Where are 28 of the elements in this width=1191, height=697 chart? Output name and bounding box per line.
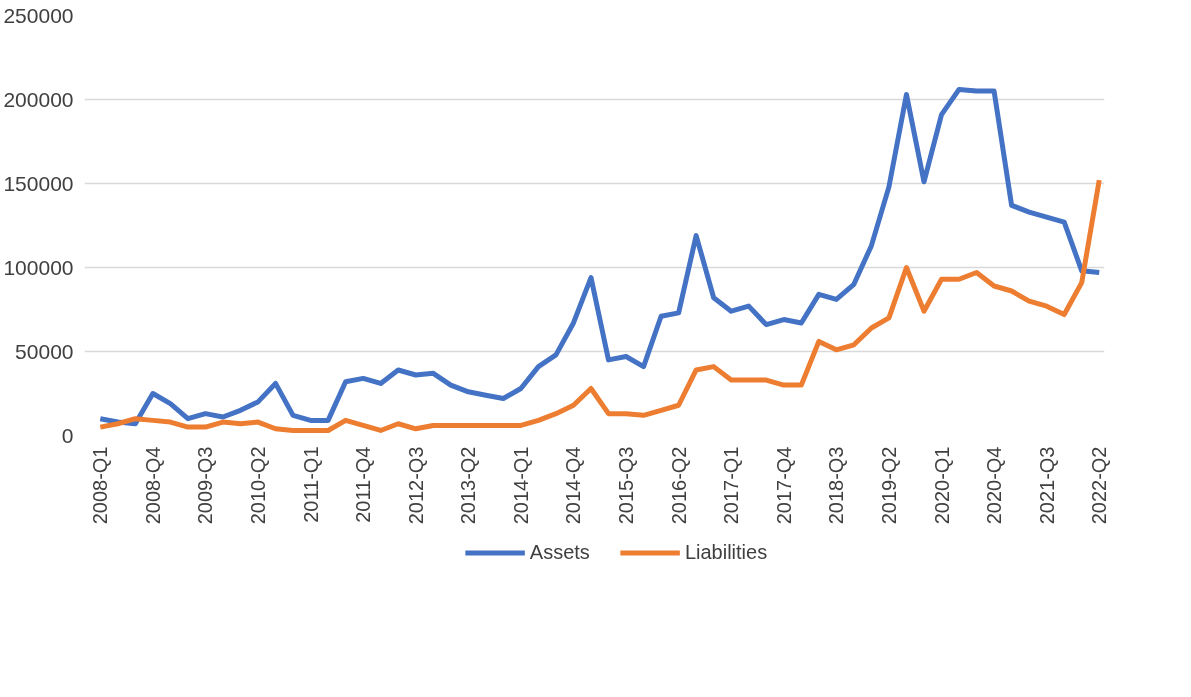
x-tick-label: 2021-Q3 [1035, 446, 1058, 525]
x-tick-label: 2017-Q1 [720, 446, 743, 525]
y-tick-label: 0 [61, 423, 74, 447]
y-tick-label: 200000 [3, 87, 74, 111]
x-tick-label: 2020-Q4 [983, 446, 1006, 525]
x-tick-label: 2008-Q4 [141, 446, 164, 525]
x-tick-label: 2017-Q4 [772, 446, 795, 525]
x-tick-label: 2022-Q2 [1088, 446, 1111, 525]
x-tick-label: 2011-Q4 [352, 446, 375, 523]
x-tick-label: 2020-Q1 [930, 446, 953, 525]
x-tick-label: 2010-Q2 [247, 446, 270, 525]
y-tick-label: 50000 [15, 339, 74, 363]
y-tick-label: 250000 [3, 3, 74, 27]
y-tick-label: 100000 [3, 255, 74, 279]
x-tick-label: 2008-Q1 [89, 446, 112, 525]
x-tick-label: 2012-Q3 [404, 446, 427, 525]
x-tick-label: 2009-Q3 [194, 446, 217, 525]
x-tick-label: 2015-Q3 [615, 446, 638, 525]
x-tick-label: 2016-Q2 [667, 446, 690, 525]
x-tick-label: 2019-Q2 [877, 446, 900, 525]
y-tick-label: 150000 [3, 171, 74, 195]
x-tick-label: 2018-Q3 [825, 446, 848, 525]
legend-label: Liabilities [684, 540, 768, 564]
x-tick-label: 2014-Q4 [562, 446, 585, 525]
x-tick-label: 2013-Q2 [457, 446, 480, 525]
x-tick-label: 2011-Q1 [299, 446, 322, 523]
legend-label: Assets [529, 540, 590, 564]
x-tick-label: 2014-Q1 [509, 446, 532, 525]
